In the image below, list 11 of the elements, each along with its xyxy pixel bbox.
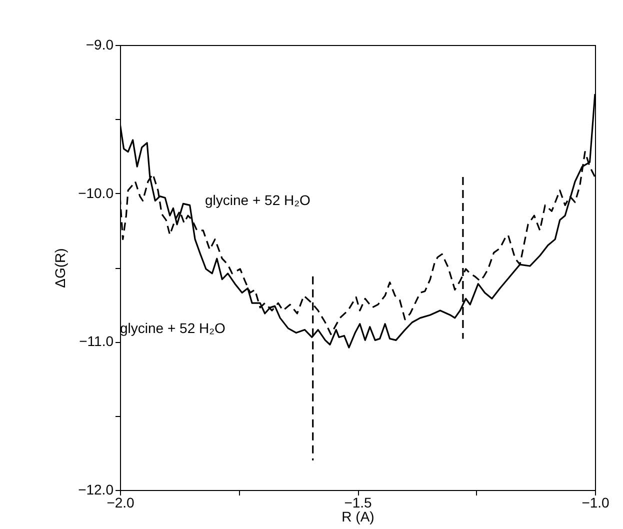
y-tick-label: −10.0 bbox=[78, 184, 114, 201]
x-tick-label: −2.0 bbox=[106, 494, 135, 510]
y-axis-title: ΔG(R) bbox=[52, 248, 68, 288]
x-tick-label: −1.5 bbox=[344, 494, 372, 510]
y-tick-label: −9.0 bbox=[86, 36, 114, 52]
y-tick-label: −12.0 bbox=[78, 482, 114, 498]
annotation: glycine + 52 H₂O bbox=[205, 192, 311, 208]
x-tick-label: −1.0 bbox=[582, 494, 610, 510]
y-tick-label: −11.0 bbox=[79, 333, 114, 350]
annotation: glycine + 52 H₂O bbox=[120, 320, 226, 336]
x-axis-title: R (A) bbox=[342, 508, 374, 524]
